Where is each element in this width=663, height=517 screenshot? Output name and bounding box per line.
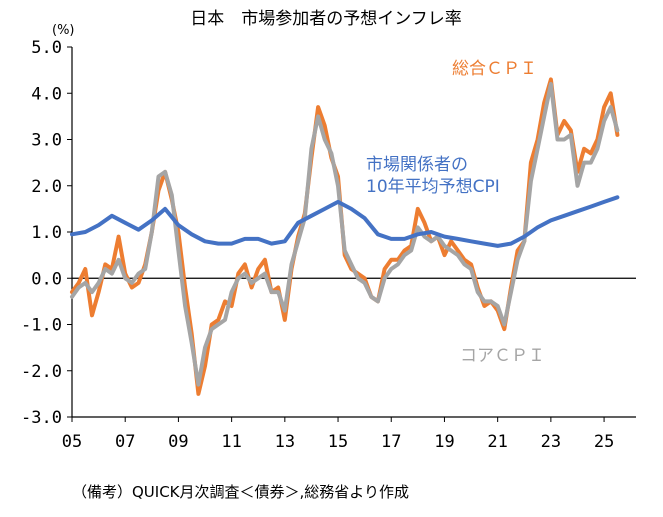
x-tick-label: 23 (541, 432, 561, 452)
x-tick-label: 19 (434, 432, 454, 452)
series-line-10yr-expected-cpi (70, 195, 620, 248)
y-tick-label: 1.0 (31, 223, 62, 243)
x-tick-label: 15 (328, 432, 348, 452)
x-tick-label: 07 (115, 432, 135, 452)
y-tick-label: 3.0 (31, 131, 62, 151)
x-tick-label: 25 (594, 432, 614, 452)
y-unit-label: (%) (52, 23, 75, 38)
legend-label-core-cpi: コアＣＰＩ (460, 346, 545, 366)
x-axis-ticks: 05 07 09 11 13 15 17 19 21 23 25 (62, 417, 614, 452)
y-tick-label: 2.0 (31, 177, 62, 197)
x-tick-label: 13 (275, 432, 295, 452)
y-tick-label: 5.0 (31, 38, 62, 58)
x-tick-label: 05 (62, 432, 82, 452)
y-axis-ticks: 5.0 4.0 3.0 2.0 1.0 0.0 -1.0 -2.0 -3.0 (21, 38, 72, 428)
y-tick-label: 0.0 (31, 269, 62, 289)
chart-title: 日本 市場参加者の予想インフレ率 (190, 9, 462, 29)
source-note: （備考）QUICK月次調査＜債券＞,総務省より作成 (72, 483, 409, 501)
series-lines (70, 77, 620, 396)
series-line-core-cpi (70, 82, 620, 387)
y-tick-label: 4.0 (31, 84, 62, 104)
legend-label-10yr-expected-cpi: 市場関係者の 10年平均予想CPI (366, 155, 500, 197)
x-tick-label: 11 (221, 432, 241, 452)
x-tick-label: 09 (168, 432, 188, 452)
x-tick-label: 17 (381, 432, 401, 452)
y-tick-label: -3.0 (21, 408, 62, 428)
legend-label-headline-cpi: 総合ＣＰＩ (452, 59, 537, 79)
x-tick-label: 21 (487, 432, 507, 452)
y-tick-label: -2.0 (21, 362, 62, 382)
y-tick-label: -1.0 (21, 316, 62, 336)
